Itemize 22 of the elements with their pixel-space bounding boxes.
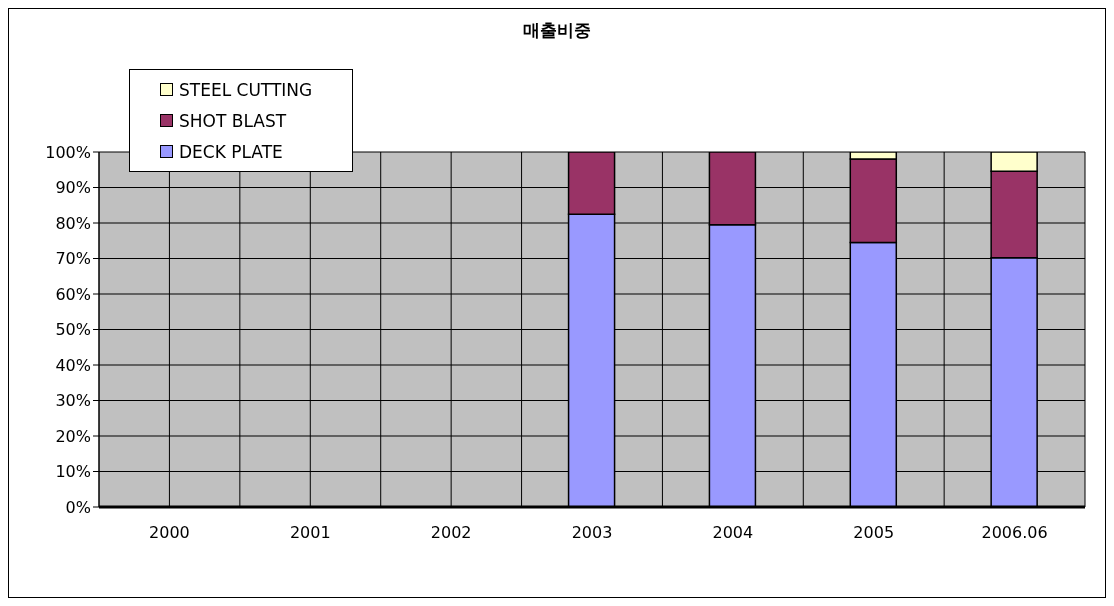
y-tick-label: 20% [55, 426, 91, 446]
y-tick-label: 50% [55, 320, 91, 340]
y-tick-label: 80% [55, 213, 91, 233]
x-tick-label: 2000 [149, 523, 190, 543]
x-tick-label: 2002 [430, 523, 472, 543]
legend-label: SHOT BLAST [179, 110, 287, 131]
x-tick-label: 2005 [853, 523, 895, 543]
x-tick-label: 2004 [712, 523, 754, 543]
legend-label: DECK PLATE [179, 141, 283, 162]
legend-label: STEEL CUTTING [179, 79, 313, 100]
y-tick-label: 60% [55, 284, 91, 304]
chart-title: 매출비중 [522, 19, 592, 42]
y-tick-label: 40% [55, 355, 91, 375]
x-tick-label: 2006.06 [981, 523, 1048, 543]
y-tick-label: 30% [55, 391, 91, 411]
y-tick-label: 10% [55, 462, 91, 482]
y-tick-label: 100% [45, 142, 91, 162]
x-tick-label: 2001 [289, 523, 331, 543]
x-tick-label: 2003 [571, 523, 613, 543]
y-tick-label: 0% [65, 497, 91, 517]
y-tick-label: 90% [55, 178, 91, 198]
y-tick-label: 70% [55, 249, 91, 269]
